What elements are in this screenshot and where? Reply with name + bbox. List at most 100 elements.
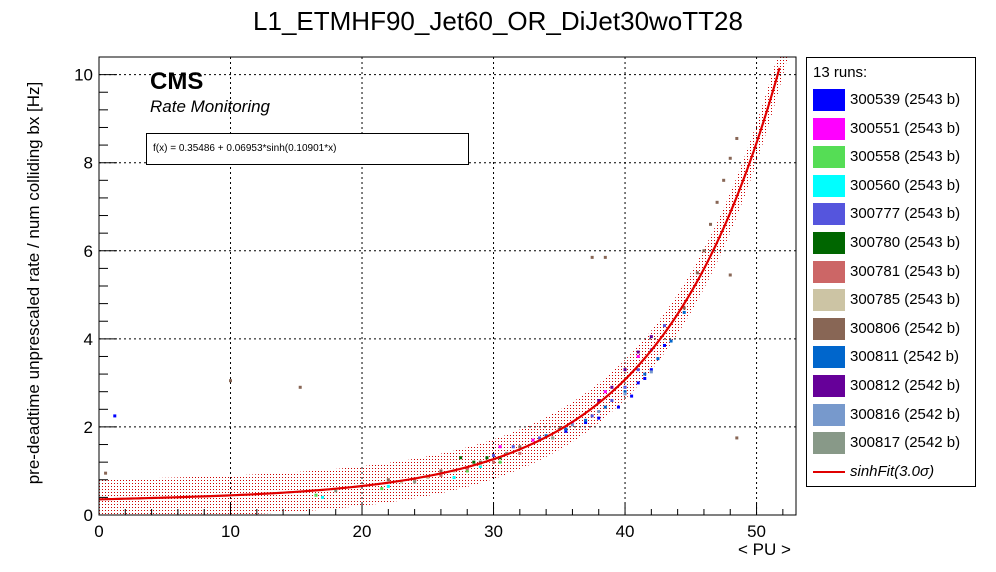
data-point xyxy=(597,416,601,420)
data-point xyxy=(298,385,302,389)
data-point xyxy=(610,399,614,402)
legend-label: 300785 (2543 b) xyxy=(850,291,961,309)
legend-fit-label: sinhFit(3.0σ) xyxy=(850,462,935,480)
legend-label: 300780 (2543 b) xyxy=(850,234,961,251)
legend-entry: 300558 (2543 b) xyxy=(813,143,978,171)
data-point xyxy=(564,429,568,433)
fit-formula-box: f(x) = 0.35486 + 0.06953*sinh(0.10901*x) xyxy=(146,133,469,165)
x-tick-label: 0 xyxy=(94,522,103,541)
x-tick-label: 40 xyxy=(616,522,635,541)
data-point xyxy=(452,476,456,480)
data-point xyxy=(321,495,325,499)
data-point xyxy=(113,414,117,418)
legend-swatch xyxy=(813,403,845,426)
data-point xyxy=(649,335,653,339)
legend-label: 300811 (2542 b) xyxy=(850,348,959,366)
legend-swatch xyxy=(813,346,845,369)
data-point xyxy=(314,493,318,497)
data-point xyxy=(498,460,502,464)
data-point xyxy=(735,436,739,440)
legend-swatch xyxy=(813,289,845,312)
y-tick-label: 0 xyxy=(84,506,93,525)
x-axis-label: < PU > xyxy=(738,540,791,559)
legend-entry-fit: sinhFit(3.0σ) xyxy=(813,458,978,486)
data-point xyxy=(590,414,594,418)
legend-header: 13 runs: xyxy=(813,64,868,81)
data-point xyxy=(485,456,489,460)
legend-entry: 300551 (2543 b) xyxy=(813,115,978,143)
data-point xyxy=(413,478,417,482)
data-point xyxy=(623,385,627,389)
cms-label: CMS xyxy=(150,68,204,95)
y-tick-label: 2 xyxy=(84,418,93,437)
data-point xyxy=(478,465,482,469)
data-point xyxy=(380,487,384,491)
legend-label: 300781 (2543 b) xyxy=(850,262,961,280)
data-point xyxy=(518,445,522,449)
y-axis-label: pre-deadtime unprescaled rate / num coll… xyxy=(24,81,43,485)
data-point xyxy=(636,350,640,354)
data-points xyxy=(104,136,739,499)
fit-curve xyxy=(98,67,781,501)
data-point xyxy=(728,273,732,277)
legend-fit-line xyxy=(813,470,845,473)
legend-entry: 300812 (2542 b) xyxy=(813,372,978,400)
data-point xyxy=(643,372,647,376)
legend-swatch xyxy=(813,432,845,455)
legend-swatch xyxy=(813,174,845,197)
legend-label: 300816 (2542 b) xyxy=(850,405,961,423)
fit-band-area xyxy=(99,57,793,515)
legend-entry: 300780 (2543 b) xyxy=(813,229,978,257)
data-point xyxy=(544,434,548,438)
data-point xyxy=(656,357,660,361)
data-point xyxy=(728,156,732,160)
legend-entry: 300811 (2542 b) xyxy=(813,343,978,371)
fit-line xyxy=(98,67,781,501)
legend-entry: 300560 (2543 b) xyxy=(813,172,978,200)
data-point xyxy=(682,306,686,310)
legend-entry: 300785 (2543 b) xyxy=(813,286,978,314)
legend-swatch xyxy=(813,317,845,340)
data-point xyxy=(662,324,666,328)
legend-entry: 300816 (2542 b) xyxy=(813,401,978,429)
x-tick-label: 50 xyxy=(747,522,766,541)
legend-entry: 300777 (2543 b) xyxy=(813,200,978,228)
data-point xyxy=(492,454,496,458)
fit-band xyxy=(99,57,793,515)
legend-label: 300551 (2543 b) xyxy=(850,119,961,137)
x-tick-label: 20 xyxy=(353,522,372,541)
data-point xyxy=(492,460,496,464)
data-point xyxy=(623,392,627,396)
data-point xyxy=(702,249,706,253)
data-point xyxy=(386,478,390,482)
legend-swatch xyxy=(813,203,845,226)
data-point xyxy=(597,410,601,414)
data-point xyxy=(636,381,640,385)
data-point xyxy=(518,451,522,455)
data-point xyxy=(597,399,601,402)
data-point xyxy=(511,445,515,449)
legend-swatch xyxy=(813,146,845,169)
cms-sublabel: Rate Monitoring xyxy=(150,97,271,116)
data-point xyxy=(709,222,713,226)
legend-label: 300806 (2542 b) xyxy=(850,319,961,337)
data-point xyxy=(669,339,673,343)
fit-formula: f(x) = 0.35486 + 0.06953*sinh(0.10901*x) xyxy=(153,143,337,154)
data-point xyxy=(722,178,726,182)
data-point xyxy=(662,343,666,347)
legend-entry: 300806 (2542 b) xyxy=(813,315,978,343)
data-point xyxy=(695,271,699,275)
data-point xyxy=(636,368,640,372)
data-point xyxy=(334,489,338,493)
data-point xyxy=(465,467,469,471)
data-point xyxy=(603,405,607,409)
legend: 13 runs: 300539 (2543 b) 300551 (2543 b) 3… xyxy=(806,57,976,487)
data-point xyxy=(564,427,568,431)
legend-label: 300539 (2543 b) xyxy=(850,91,961,108)
x-tick-label: 30 xyxy=(484,522,503,541)
data-point xyxy=(439,469,443,473)
legend-swatch xyxy=(813,232,845,254)
data-point xyxy=(623,390,627,394)
data-point xyxy=(623,368,627,372)
